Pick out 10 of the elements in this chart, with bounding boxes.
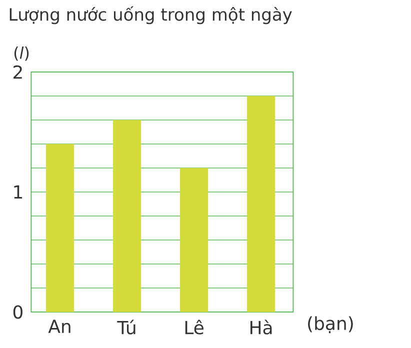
y-tick-label: 0 [13, 305, 22, 319]
x-tick-label: Tú [117, 320, 136, 334]
x-axis-title: (bạn) [308, 316, 353, 334]
chart-title: Lượng nước uống trong một ngày [10, 6, 292, 24]
x-tick-label: Hà [250, 320, 272, 334]
x-tick-label: Lê [185, 320, 204, 334]
x-tick-label: An [48, 320, 70, 333]
y-tick-label: 2 [14, 65, 22, 79]
y-tick-label: 1 [14, 185, 22, 199]
y-axis-title: (l) [14, 46, 29, 61]
